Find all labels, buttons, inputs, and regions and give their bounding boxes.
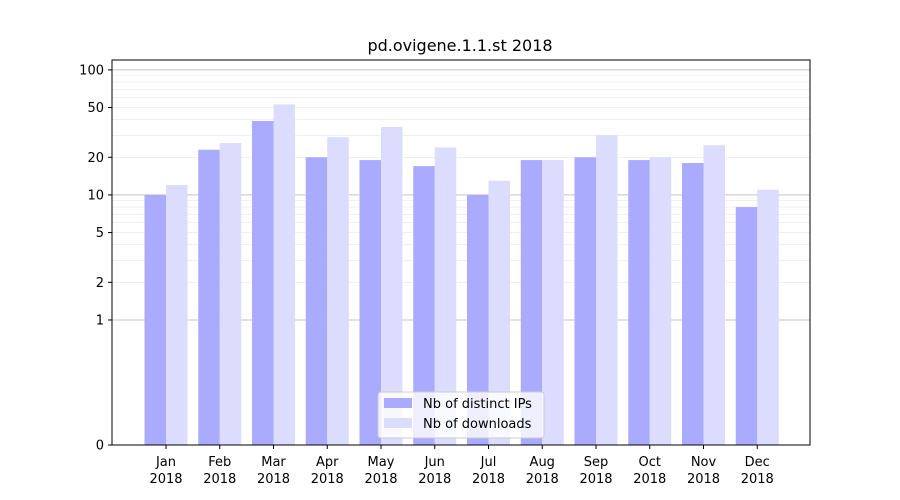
bar-distinct-ips	[735, 207, 758, 445]
y-tick-label: 100	[79, 63, 104, 78]
y-tick-label: 1	[96, 313, 104, 328]
bar-downloads	[381, 126, 403, 446]
x-tick-label-month: Feb	[208, 455, 231, 470]
bar-distinct-ips	[252, 121, 274, 446]
x-tick-label-year: 2018	[311, 472, 344, 487]
bar-downloads	[649, 157, 672, 445]
chart-title: pd.ovigene.1.1.st 2018	[367, 36, 552, 55]
legend: Nb of distinct IPs Nb of downloads	[377, 391, 545, 439]
bar-downloads	[273, 104, 295, 445]
legend-box	[377, 391, 545, 439]
x-tick-label-month: Oct	[639, 455, 661, 470]
x-tick-label-month: Dec	[745, 455, 770, 470]
legend-label: Nb of downloads	[423, 417, 532, 432]
x-tick-label-year: 2018	[579, 472, 612, 487]
x-tick-label-month: Nov	[691, 455, 717, 470]
bar-distinct-ips	[574, 157, 596, 445]
x-tick-label-month: Jul	[480, 455, 497, 470]
plot-frame	[111, 59, 811, 446]
x-tick-label-year: 2018	[149, 472, 182, 487]
bar-downloads	[488, 180, 510, 445]
x-tick-label-year: 2018	[418, 472, 451, 487]
bar-distinct-ips	[305, 157, 328, 445]
bar-downloads	[596, 135, 618, 445]
bar-distinct-ips	[467, 194, 489, 445]
bar-downloads	[219, 143, 242, 445]
x-axis: Jan 2018 Feb 2018 Mar 2018 Apr 2018 May 2018 Jun 20…	[149, 445, 774, 487]
legend-swatch	[384, 398, 412, 408]
x-tick-label-month: Sep	[584, 455, 609, 470]
bar-distinct-ips	[520, 160, 543, 445]
y-tick-label: 2	[96, 276, 104, 291]
y-tick-label: 5	[96, 226, 104, 241]
y-axis: 0 1 2 5 10 20 50 100	[79, 63, 112, 454]
x-tick-label-year: 2018	[257, 472, 290, 487]
bar-distinct-ips	[628, 160, 650, 445]
x-tick-label-year: 2018	[633, 472, 666, 487]
bar-distinct-ips	[682, 163, 704, 445]
x-tick-label-month: Aug	[530, 455, 555, 470]
bar-distinct-ips	[413, 166, 435, 445]
bar-downloads	[166, 185, 188, 445]
y-tick-label: 10	[87, 188, 104, 203]
bar-downloads	[703, 145, 725, 445]
x-tick-label-month: Jun	[424, 455, 445, 470]
x-tick-label-year: 2018	[741, 472, 774, 487]
bar-distinct-ips	[359, 160, 381, 445]
x-tick-label-month: May	[368, 455, 395, 470]
x-tick-label-year: 2018	[203, 472, 236, 487]
x-tick-label-month: Apr	[316, 455, 339, 470]
y-tick-label: 50	[87, 101, 104, 116]
bar-distinct-ips	[198, 149, 220, 446]
x-tick-label-year: 2018	[687, 472, 720, 487]
bar-downloads	[757, 189, 779, 445]
x-tick-label-month: Jan	[155, 455, 176, 470]
x-tick-label-year: 2018	[526, 472, 559, 487]
bar-downloads	[327, 137, 349, 445]
legend-swatch	[384, 418, 412, 428]
x-tick-label-year: 2018	[472, 472, 505, 487]
bar-distinct-ips	[144, 194, 166, 445]
y-tick-label: 20	[87, 151, 104, 166]
x-tick-label-month: Mar	[261, 455, 286, 470]
y-tick-label: 0	[96, 439, 104, 454]
bar-downloads	[434, 147, 457, 446]
x-tick-label-year: 2018	[364, 472, 397, 487]
legend-label: Nb of distinct IPs	[423, 397, 532, 412]
bars	[144, 104, 779, 446]
bar-downloads	[542, 160, 564, 445]
